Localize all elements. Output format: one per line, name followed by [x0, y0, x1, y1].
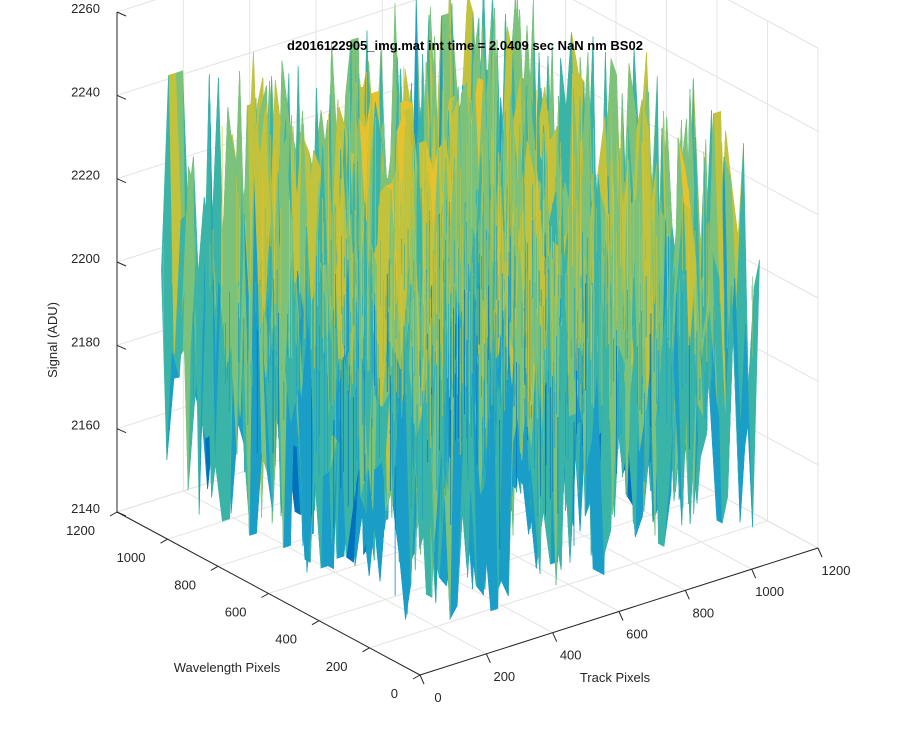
x-tick-mark-5 [751, 568, 757, 579]
y-tick-mark-0 [412, 674, 421, 680]
y-tick-mark-4 [210, 565, 219, 571]
z-tick-label-5: 2240 [71, 84, 100, 99]
z-tick-label-4: 2220 [71, 168, 100, 183]
z-axis-label: Signal (ADU) [45, 302, 60, 378]
z-tick-label-3: 2200 [71, 251, 100, 266]
z-tick-mark-2 [116, 344, 127, 350]
x-tick-label-4: 800 [692, 605, 714, 620]
y-tick-label-3: 600 [225, 605, 247, 620]
surface-layer [161, 0, 760, 621]
x-tick-mark-3 [618, 611, 624, 621]
y-tick-label-0: 0 [391, 686, 398, 701]
grid-line-z-left-wall-5 [116, 0, 418, 96]
x-tick-mark-6 [817, 547, 823, 558]
z-tick-label-2: 2180 [71, 334, 100, 349]
z-tick-mark-6 [116, 11, 127, 17]
y-tick-label-4: 800 [174, 577, 196, 592]
y-tick-label-5: 1000 [117, 550, 146, 565]
z-tick-label-0: 2140 [71, 501, 100, 516]
y-tick-mark-1 [362, 647, 370, 653]
y-axis-label: Wavelength Pixels [174, 660, 281, 675]
z-tick-mark-1 [116, 428, 127, 434]
x-tick-mark-2 [552, 632, 558, 642]
x-tick-mark-0 [419, 674, 425, 685]
x-tick-label-0: 0 [434, 690, 441, 705]
x-tick-label-3: 600 [626, 627, 648, 642]
x-tick-label-5: 1000 [755, 584, 784, 599]
y-tick-mark-6 [109, 511, 118, 517]
axis-layer: 0 200 400 600 800 1000 1200 0 200 400 600 800 1000 12… [66, 1, 850, 705]
y-tick-mark-5 [160, 538, 168, 544]
x-axis-label: Track Pixels [580, 670, 651, 685]
grid-line-y-floor-2 [318, 493, 718, 622]
y-tick-label-6: 1200 [66, 523, 95, 538]
z-tick-mark-3 [116, 261, 127, 267]
y-tick-label-1: 200 [326, 659, 348, 674]
y-tick-label-2: 400 [275, 632, 297, 647]
x-tick-mark-1 [485, 653, 491, 664]
z-tick-label-1: 2160 [71, 418, 100, 433]
surface-patch [746, 259, 760, 528]
x-tick-label-1: 200 [493, 669, 515, 684]
z-tick-mark-4 [116, 178, 127, 184]
z-tick-label-6: 2260 [71, 1, 100, 16]
z-tick-mark-5 [116, 94, 127, 100]
z-tick-mark-0 [116, 511, 127, 517]
grid-line-y-floor-1 [369, 520, 768, 649]
x-tick-label-2: 400 [560, 648, 582, 663]
y-tick-mark-2 [311, 620, 320, 626]
grid-line-z-right-wall-5 [572, 0, 819, 132]
x-tick-label-6: 1200 [822, 563, 851, 578]
chart-title: d2016122905_img.mat int time = 2.0409 se… [287, 38, 643, 53]
grid-line-z-right-wall-6 [727, 0, 819, 49]
y-tick-mark-3 [261, 593, 269, 598]
surface-patch [414, 213, 428, 421]
x-tick-mark-4 [684, 590, 690, 600]
